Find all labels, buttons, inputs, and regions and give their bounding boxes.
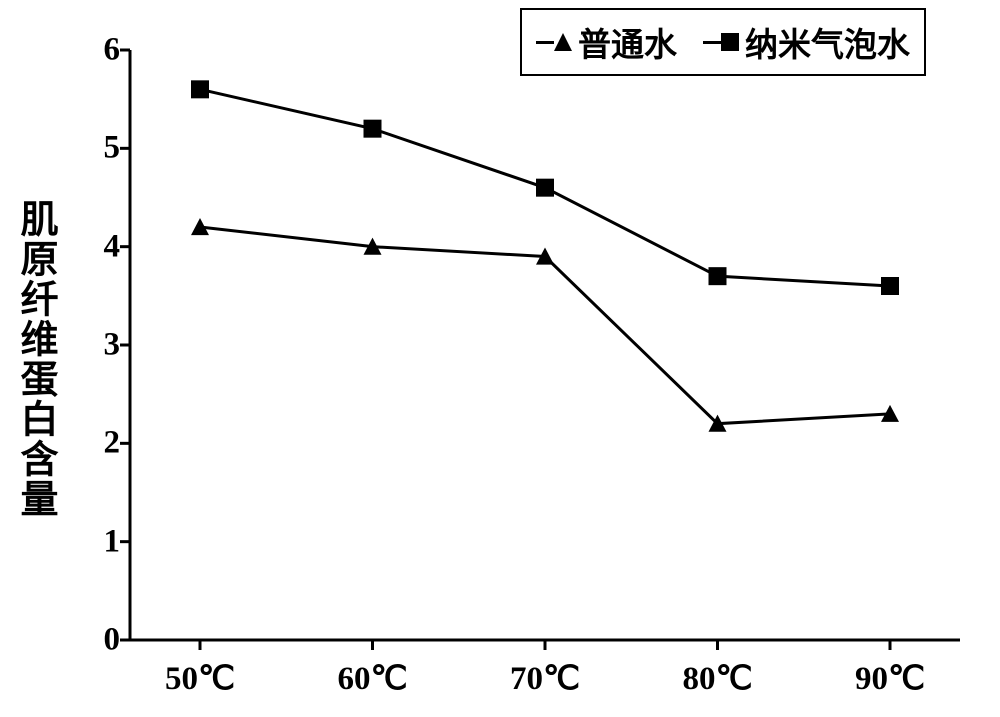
x-tick-label: 60℃ (337, 658, 407, 698)
legend-label: 普通水 (578, 18, 677, 66)
x-tick-label: 70℃ (510, 658, 580, 698)
legend: 普通水 纳米气泡水 (520, 8, 926, 76)
x-tick-label: 90℃ (855, 658, 925, 698)
y-tick-label: 1 (104, 523, 121, 560)
y-tick-label: 2 (104, 425, 121, 462)
legend-item-series-0: 普通水 (536, 18, 677, 66)
y-tick-label: 5 (104, 130, 121, 167)
plot-area: 012345650℃60℃70℃80℃90℃ (130, 50, 960, 640)
legend-label: 纳米气泡水 (745, 18, 910, 66)
y-tick-label: 4 (104, 228, 121, 265)
y-tick-label: 3 (104, 327, 121, 364)
chart-svg (130, 50, 960, 640)
legend-item-series-1: 纳米气泡水 (703, 18, 910, 66)
y-tick-label: 6 (104, 32, 121, 69)
x-tick-label: 50℃ (165, 658, 235, 698)
y-axis-title: 肌原纤维蛋白含量 (8, 199, 63, 519)
y-tick-label: 0 (104, 622, 121, 659)
x-tick-label: 80℃ (682, 658, 752, 698)
chart-container: 肌原纤维蛋白含量 012345650℃60℃70℃80℃90℃ 普通水 纳米气泡… (0, 0, 1000, 717)
